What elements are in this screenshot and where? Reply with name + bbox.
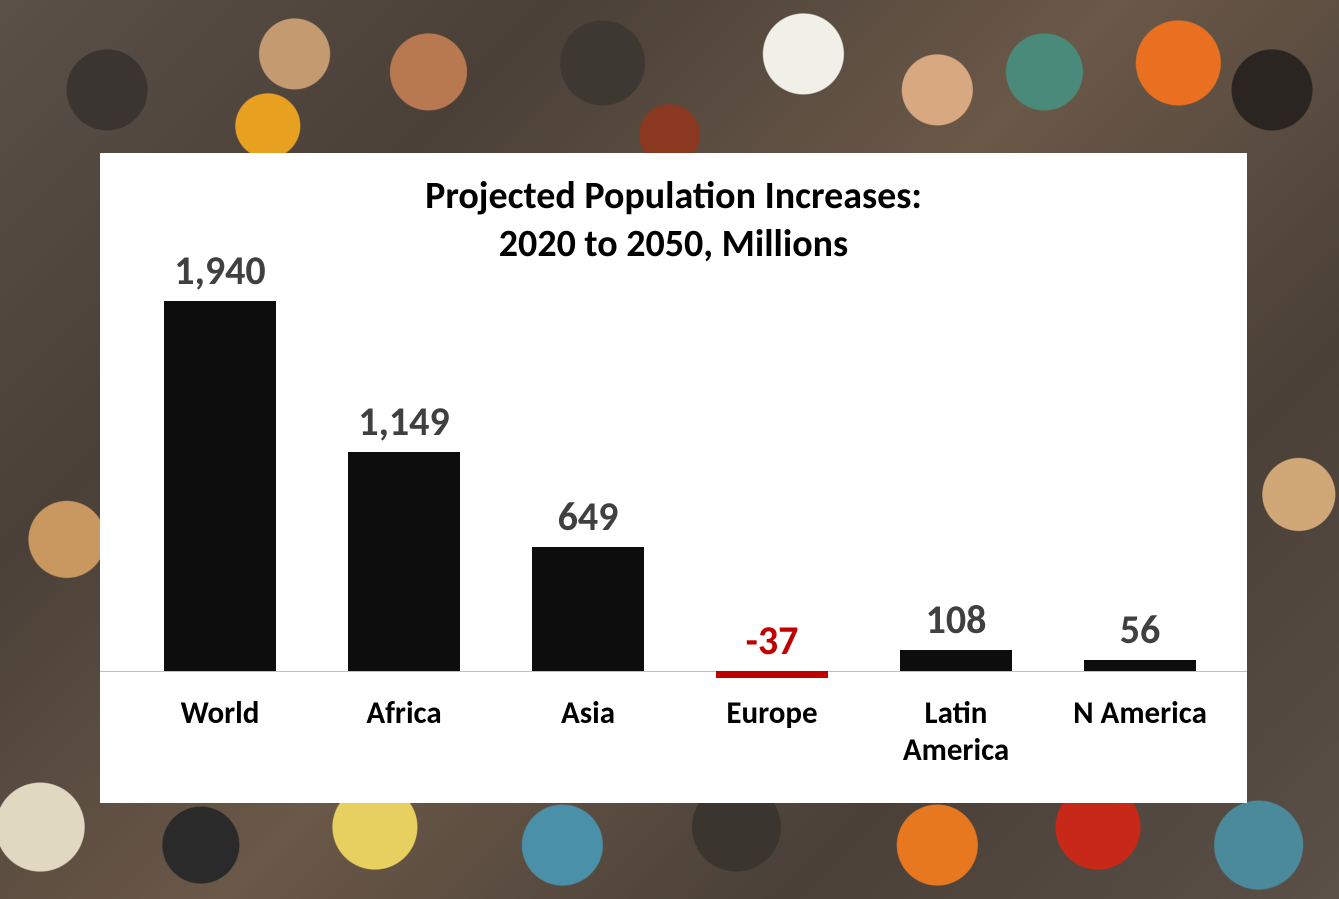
chart-baseline: [100, 671, 1247, 672]
bar-value-label: 1,149: [312, 397, 496, 446]
bar-value-label: 108: [864, 595, 1048, 644]
category-label: Africa: [312, 695, 496, 732]
bar: [348, 452, 460, 671]
bar: [900, 650, 1012, 671]
bar-value-label: 56: [1048, 605, 1232, 654]
bar: [1084, 660, 1196, 671]
chart-title-line1: Projected Population Increases:: [425, 173, 922, 219]
bar: [716, 671, 828, 678]
bar: [532, 547, 644, 671]
category-label: World: [128, 695, 312, 732]
bar-value-label: -37: [680, 616, 864, 665]
category-label: Asia: [496, 695, 680, 732]
category-label: LatinAmerica: [864, 695, 1048, 769]
chart-panel: Projected Population Increases: 2020 to …: [100, 153, 1247, 803]
category-label: N America: [1048, 695, 1232, 732]
chart-title-line2: 2020 to 2050, Millions: [499, 221, 848, 267]
bar: [164, 301, 276, 671]
category-label: Europe: [680, 695, 864, 732]
bar-value-label: 649: [496, 492, 680, 541]
bar-value-label: 1,940: [128, 246, 312, 295]
